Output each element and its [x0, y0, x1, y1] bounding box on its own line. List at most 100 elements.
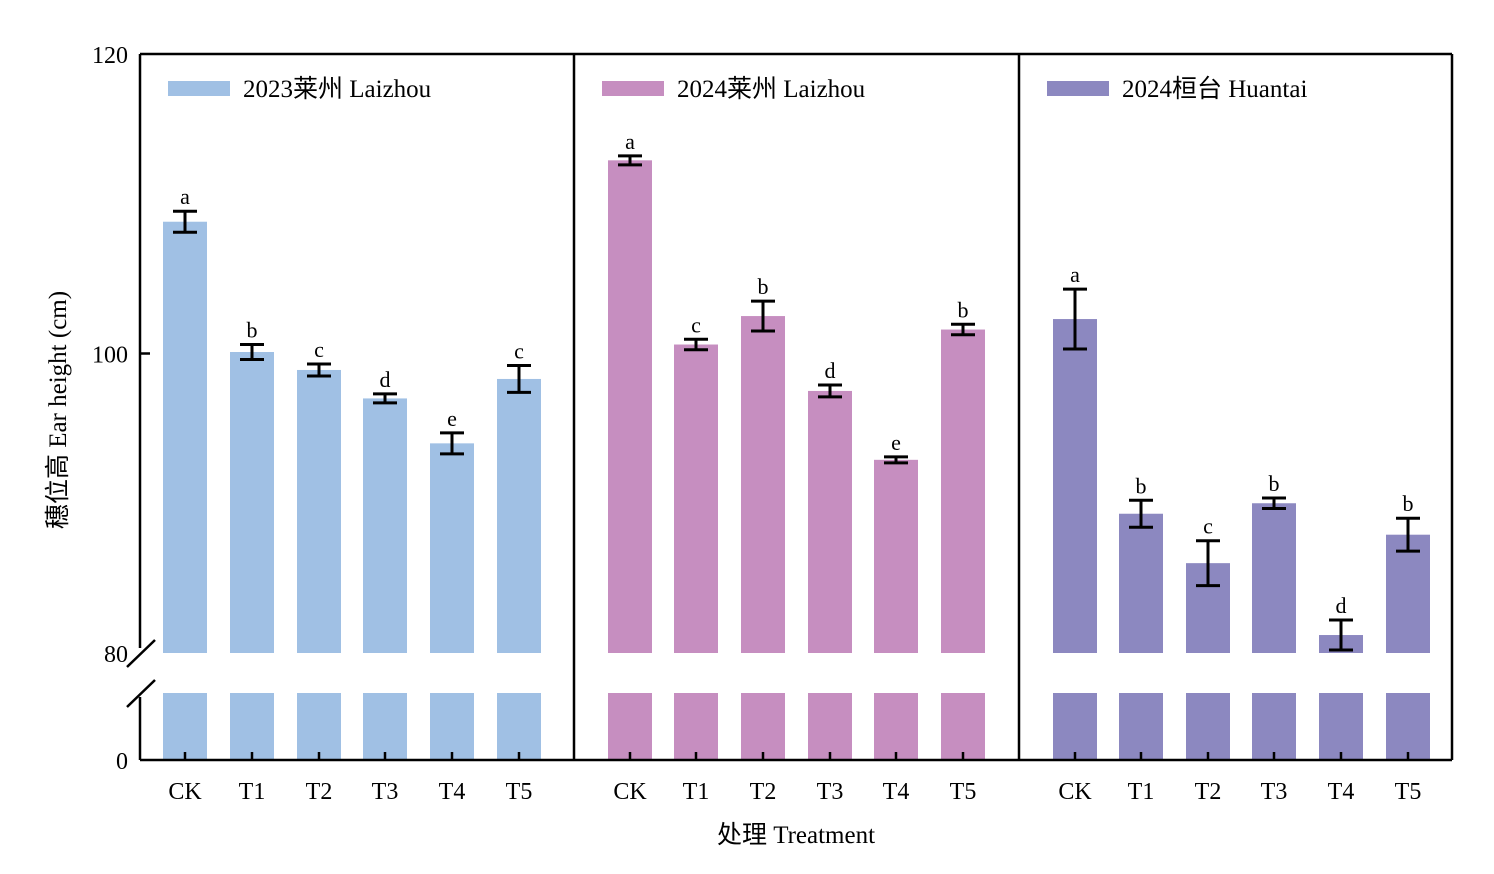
error-bar — [951, 322, 975, 337]
x-tick-label: T3 — [817, 779, 844, 805]
x-tick-label: T1 — [1128, 779, 1155, 805]
significance-label: c — [1203, 514, 1213, 539]
panel-3-bars — [1053, 287, 1430, 760]
legend-label: 2024莱州 Laizhou — [677, 75, 866, 103]
bar-t3-upper — [808, 390, 852, 653]
bar-t1-lower — [674, 693, 718, 760]
error-bar — [1196, 539, 1220, 588]
x-tick-label: T4 — [883, 779, 910, 805]
x-tick-label: CK — [613, 779, 647, 805]
bar-t4-lower — [1319, 693, 1363, 760]
error-bar — [440, 431, 464, 456]
bar-ck-upper — [163, 221, 207, 653]
bar-t1-lower — [1119, 693, 1163, 760]
bars-layer — [163, 154, 1430, 760]
error-bar — [818, 383, 842, 399]
bar-t2-upper — [741, 316, 785, 653]
legend-swatch — [168, 81, 230, 96]
bar-ck-upper — [608, 160, 652, 653]
bar-t2-lower — [1186, 693, 1230, 760]
significance-label: a — [180, 184, 190, 209]
bar-ck-lower — [163, 693, 207, 760]
legend-label: 2023莱州 Laizhou — [243, 75, 432, 103]
bar-ck-lower — [1053, 693, 1097, 760]
x-tick-label: T5 — [506, 779, 533, 805]
error-bar — [1063, 287, 1087, 351]
significance-label: e — [447, 406, 457, 431]
significance-label: a — [1070, 262, 1080, 287]
legend-label: 2024桓台 Huantai — [1122, 75, 1307, 103]
bar-t4-lower — [874, 693, 918, 760]
bar-t1-upper — [230, 352, 274, 653]
error-bar — [240, 343, 264, 361]
error-bar — [751, 299, 775, 333]
axis-break-mark-upper — [126, 639, 156, 668]
bar-t5-upper — [941, 329, 985, 653]
significance-label: d — [1336, 593, 1347, 618]
significance-label: b — [1136, 473, 1147, 498]
legend-3: 2024桓台 Huantai — [1047, 75, 1307, 103]
x-tick-label: T1 — [683, 779, 710, 805]
x-tick-label: T3 — [372, 779, 399, 805]
bar-ck-lower — [608, 693, 652, 760]
legend-1: 2023莱州 Laizhou — [168, 75, 432, 103]
x-tick-label: T2 — [1195, 779, 1222, 805]
x-tick-label: CK — [168, 779, 202, 805]
y-axis-title: 穗位高 Ear height (cm) — [44, 291, 72, 529]
y-tick-label: 0 — [116, 749, 128, 775]
bar-t1-upper — [674, 344, 718, 653]
x-tick-label: T2 — [306, 779, 333, 805]
error-bar — [1129, 498, 1153, 529]
bar-t2-lower — [741, 693, 785, 760]
bar-t3-lower — [1252, 693, 1296, 760]
error-bar — [684, 337, 708, 352]
axis-break-mark-lower — [126, 679, 156, 708]
legend-swatch — [602, 81, 664, 96]
bar-t5-lower — [497, 693, 541, 760]
bar-t5-upper — [497, 378, 541, 653]
labels-layer: a CK b T1 c T2 d T3 e T4 c T5 2023莱州 Laizhou a CK c T1 b T… — [92, 43, 1421, 805]
legend-2: 2024莱州 Laizhou — [602, 75, 866, 103]
significance-label: c — [691, 312, 701, 337]
error-bar — [173, 209, 197, 234]
error-bar — [1262, 496, 1286, 510]
bar-t3-upper — [363, 398, 407, 653]
bar-t4-upper — [874, 459, 918, 653]
significance-label: d — [825, 358, 836, 383]
legend-swatch — [1047, 81, 1109, 96]
y-tick-label: 100 — [92, 343, 128, 369]
bar-t3-lower — [363, 693, 407, 760]
x-tick-label: T3 — [1261, 779, 1288, 805]
significance-label: e — [891, 430, 901, 455]
bar-t5-lower — [1386, 693, 1430, 760]
significance-label: b — [758, 274, 769, 299]
bar-t3-lower — [808, 693, 852, 760]
bar-t4-upper — [430, 443, 474, 653]
x-tick-label: T5 — [1395, 779, 1422, 805]
bar-t5-lower — [941, 693, 985, 760]
x-tick-label: T2 — [750, 779, 777, 805]
bar-t2-lower — [297, 693, 341, 760]
significance-label: b — [1403, 491, 1414, 516]
panel-2-bars — [608, 154, 985, 760]
bar-t5-upper — [1386, 534, 1430, 653]
x-tick-label: CK — [1058, 779, 1092, 805]
significance-label: b — [958, 297, 969, 322]
error-bar — [507, 363, 531, 394]
x-tick-label: T5 — [950, 779, 977, 805]
significance-label: b — [1269, 471, 1280, 496]
significance-label: d — [380, 367, 391, 392]
panel-1-bars — [163, 209, 541, 760]
bar-t1-lower — [230, 693, 274, 760]
x-axis-title: 处理 Treatment — [717, 821, 875, 849]
y-tick-label: 80 — [104, 642, 128, 668]
error-bar — [373, 392, 397, 405]
significance-label: a — [625, 129, 635, 154]
x-tick-label: T4 — [439, 779, 466, 805]
bar-t4-lower — [430, 693, 474, 760]
bar-t1-upper — [1119, 513, 1163, 653]
x-tick-label: T4 — [1328, 779, 1355, 805]
error-bar — [1329, 618, 1353, 652]
bar-t3-upper — [1252, 503, 1296, 653]
